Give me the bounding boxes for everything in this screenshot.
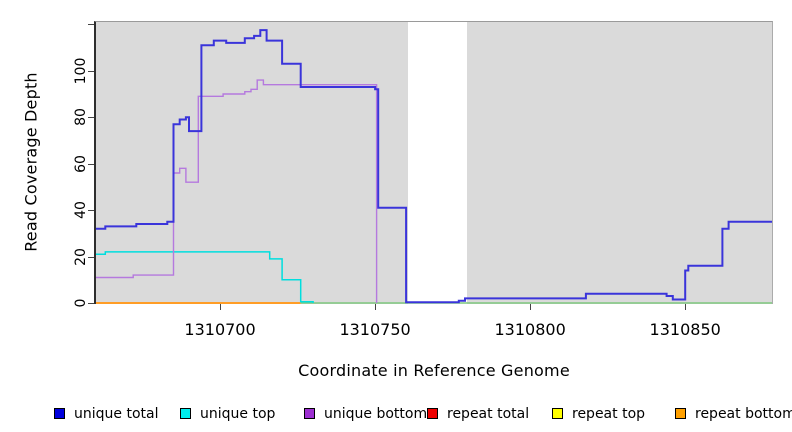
y-tick-label-0: 0 (73, 298, 89, 308)
x-tick-label-1310700: 1310700 (184, 320, 256, 339)
repeat-bottom-swatch-icon (675, 408, 686, 419)
legend-label-repeat-total: repeat total (447, 406, 530, 422)
legend-label-unique-bottom: unique bottom (324, 406, 428, 422)
y-tick-80 (88, 117, 94, 119)
unique-top-swatch-icon (180, 408, 191, 419)
uncovered-region-band (408, 22, 467, 304)
legend-label-unique-total: unique total (74, 406, 159, 422)
series-unique-bottom (96, 79, 378, 303)
y-tick-60 (88, 163, 94, 165)
x-tick-label-1310850: 1310850 (649, 320, 721, 339)
unique-total-swatch-icon (54, 408, 65, 419)
unique-bottom-swatch-icon (304, 408, 315, 419)
x-tick-label-1310750: 1310750 (339, 320, 411, 339)
legend-label-repeat-top: repeat top (572, 406, 646, 422)
series-unique-top (96, 251, 314, 303)
coverage-series-lines (96, 29, 772, 304)
x-axis-title: Coordinate in Reference Genome (298, 361, 570, 380)
y-tick-label-20: 20 (73, 247, 89, 266)
series-unique-total (96, 29, 772, 304)
legend-label-repeat-bottom: repeat bottom (695, 406, 792, 422)
x-tick-1310850 (685, 304, 687, 310)
x-tick-1310800 (530, 304, 532, 310)
y-axis-title: Read Coverage Depth (21, 72, 41, 252)
x-tick-1310750 (375, 304, 377, 310)
y-tick-label-80: 80 (73, 108, 89, 127)
y-tick-120 (88, 24, 94, 26)
legend-label-unique-top: unique top (200, 406, 276, 422)
y-tick-label-60: 60 (73, 154, 89, 173)
y-tick-label-40: 40 (73, 201, 89, 220)
y-tick-20 (88, 256, 94, 258)
x-tick-label-1310800: 1310800 (494, 320, 566, 339)
repeat-top-swatch-icon (552, 408, 563, 419)
y-tick-0 (88, 303, 94, 304)
repeat-total-swatch-icon (427, 408, 438, 419)
y-tick-label-100: 100 (73, 57, 89, 85)
y-tick-100 (88, 70, 94, 72)
y-tick-40 (88, 210, 94, 212)
plot-area (94, 21, 773, 304)
x-tick-1310700 (220, 304, 222, 310)
